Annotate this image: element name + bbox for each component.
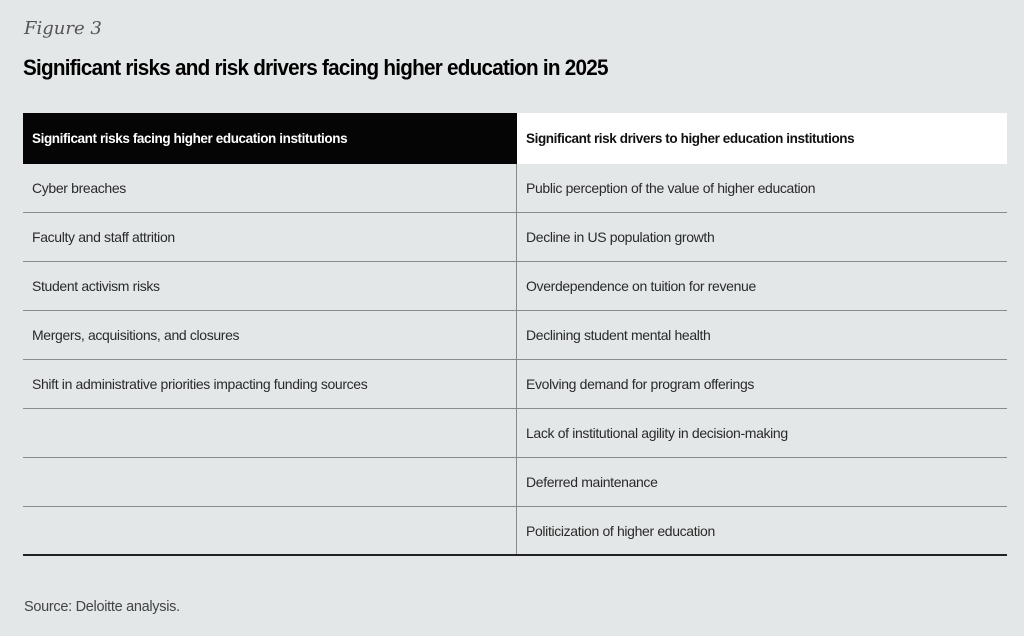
table-row: Cyber breaches Public perception of the v…	[23, 164, 1007, 213]
risk-cell: Student activism risks	[23, 262, 517, 310]
risk-driver-cell: Declining student mental health	[526, 327, 711, 343]
risk-cell	[23, 458, 517, 506]
risk-driver-cell: Deferred maintenance	[526, 474, 658, 490]
risk-table: Significant risks facing higher educatio…	[23, 113, 1007, 556]
table-header: Significant risks facing higher educatio…	[23, 113, 1007, 164]
header-risk-drivers: Significant risk drivers to higher educa…	[517, 113, 1007, 164]
risk-driver-cell: Overdependence on tuition for revenue	[526, 278, 756, 294]
figure-label: Figure 3	[24, 18, 102, 39]
table-row: Mergers, acquisitions, and closures Decli…	[23, 311, 1007, 360]
risk-driver-cell: Lack of institutional agility in decisio…	[526, 425, 788, 441]
table-row: Shift in administrative priorities impac…	[23, 360, 1007, 409]
risk-cell	[23, 507, 517, 554]
table-row: Student activism risks Overdependence on …	[23, 262, 1007, 311]
risk-driver-cell: Politicization of higher education	[526, 522, 715, 539]
risk-cell: Mergers, acquisitions, and closures	[23, 311, 517, 359]
table-row: Lack of institutional agility in decisio…	[23, 409, 1007, 458]
figure-title: Significant risks and risk drivers facin…	[23, 55, 609, 80]
risk-cell: Faculty and staff attrition	[23, 213, 517, 261]
risk-driver-cell: Decline in US population growth	[526, 229, 715, 245]
risk-driver-cell: Public perception of the value of higher…	[526, 180, 816, 196]
table-row: Faculty and staff attrition Decline in US…	[23, 213, 1007, 262]
source-note: Source: Deloitte analysis.	[24, 599, 180, 615]
table-row: Deferred maintenance	[23, 458, 1007, 507]
risk-driver-cell: Evolving demand for program offerings	[526, 376, 755, 392]
header-risks: Significant risks facing higher educatio…	[23, 113, 517, 164]
risk-cell	[23, 409, 517, 457]
table-row: Politicization of higher education	[23, 507, 1007, 556]
risk-cell: Shift in administrative priorities impac…	[23, 360, 517, 408]
risk-cell: Cyber breaches	[23, 164, 517, 212]
